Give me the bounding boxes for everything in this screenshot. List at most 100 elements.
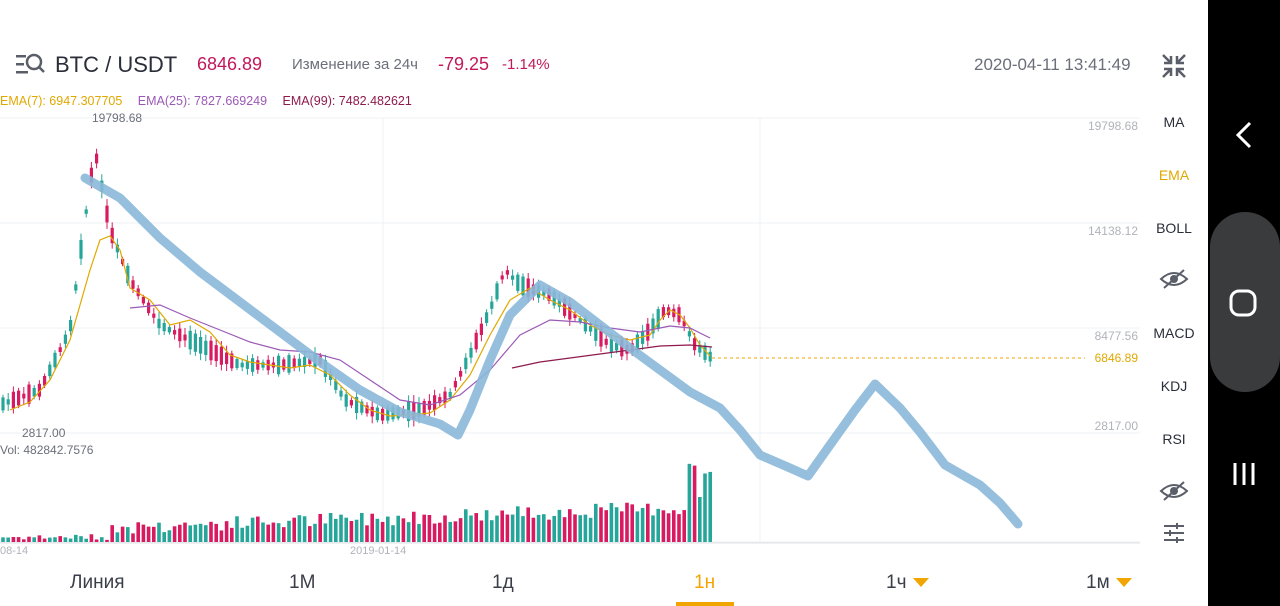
candle-body xyxy=(490,301,494,309)
volume-bar xyxy=(261,522,265,542)
candle-body xyxy=(474,332,478,350)
tab-1month[interactable]: 1М xyxy=(289,572,316,593)
candle-body xyxy=(48,364,52,377)
volume-bar xyxy=(687,463,692,542)
volume-bar xyxy=(380,521,385,542)
volume-bar xyxy=(588,517,593,542)
recents-icon[interactable] xyxy=(1230,460,1258,488)
eye-hidden-icon[interactable] xyxy=(1159,268,1189,290)
active-tab-indicator xyxy=(676,602,734,606)
volume-bar xyxy=(162,532,166,542)
volume-bar xyxy=(677,514,681,542)
candle-body xyxy=(251,358,255,372)
candle-body xyxy=(365,405,369,414)
candle-body xyxy=(438,397,442,404)
volume-bar xyxy=(219,530,224,542)
candle-body xyxy=(417,403,421,417)
candle-body xyxy=(95,153,99,164)
indicator-ema[interactable]: EMA xyxy=(1158,167,1190,183)
y-tick-3: 8477.56 xyxy=(1095,329,1139,343)
candle-body xyxy=(11,391,15,409)
volume-bar xyxy=(344,517,348,542)
candle-body xyxy=(443,391,447,404)
candle-body xyxy=(303,356,307,367)
x-tick-1: 08-14 xyxy=(0,545,28,555)
volume-bar xyxy=(531,517,536,542)
volume-bar xyxy=(510,514,515,542)
candle-body xyxy=(635,334,639,351)
candle-body xyxy=(568,303,572,320)
candle-body xyxy=(58,347,62,352)
tab-1day[interactable]: 1д xyxy=(492,572,514,593)
list-search-icon[interactable] xyxy=(16,52,46,78)
android-nav-pill xyxy=(1210,212,1280,392)
settings-sliders-icon[interactable] xyxy=(1162,522,1186,544)
volume-bar xyxy=(630,504,634,542)
volume-bar xyxy=(32,537,36,542)
volume-bar xyxy=(375,518,380,542)
tab-1minute[interactable]: 1м xyxy=(1086,572,1133,594)
eye-hidden-icon[interactable] xyxy=(1159,480,1189,502)
candle-body xyxy=(84,209,88,214)
high-price-label: 19798.68 xyxy=(92,111,142,125)
hand-drawn-trend-stroke xyxy=(80,173,1023,529)
volume-bar xyxy=(453,521,458,542)
x-tick-2: 2019-01-14 xyxy=(350,545,406,555)
candle-body xyxy=(17,390,21,406)
volume-bar xyxy=(443,515,447,542)
candle-body xyxy=(485,312,489,324)
volume-bar xyxy=(640,508,645,542)
volume-bar xyxy=(53,537,57,542)
candle-body xyxy=(557,298,561,307)
home-icon[interactable] xyxy=(1228,288,1258,318)
candlestick-chart[interactable]: 19798.68 2817.00 19798.68 14138.12 8477.… xyxy=(0,110,1140,555)
pair-title[interactable]: BTC / USDT xyxy=(55,52,178,77)
tab-line[interactable]: Линия xyxy=(70,572,125,593)
volume-bar xyxy=(79,536,83,542)
candle-body xyxy=(526,278,530,297)
volume-bar xyxy=(131,533,135,542)
ema7-value: EMA(7): 6947.307705 xyxy=(0,94,123,108)
candle-body xyxy=(245,361,249,369)
volume-bar xyxy=(526,507,530,542)
volume-bar xyxy=(609,503,614,542)
candle-body xyxy=(651,318,655,334)
indicator-ma[interactable]: MA xyxy=(1163,114,1185,130)
candle-body xyxy=(599,328,603,347)
volume-bar xyxy=(178,524,182,542)
volume-bar xyxy=(188,525,192,542)
tab-1week[interactable]: 1н xyxy=(694,572,716,593)
volume-bar xyxy=(214,523,218,542)
indicator-kdj[interactable]: KDJ xyxy=(1160,378,1188,394)
back-icon[interactable] xyxy=(1232,120,1256,150)
volume-bar xyxy=(599,507,603,542)
tab-1hour[interactable]: 1ч xyxy=(886,572,930,594)
candle-body xyxy=(37,383,41,397)
collapse-arrows-icon[interactable] xyxy=(1160,52,1188,80)
indicator-rsi[interactable]: RSI xyxy=(1162,431,1186,447)
candle-body xyxy=(511,275,515,280)
candle-body xyxy=(589,326,593,332)
candle-body xyxy=(708,351,712,362)
candle-body xyxy=(292,358,296,368)
candle-body xyxy=(79,239,83,259)
volume-bar xyxy=(183,522,187,542)
indicator-boll[interactable]: BOLL xyxy=(1156,220,1192,236)
volume-bar xyxy=(474,513,478,542)
volume-bar xyxy=(22,539,26,542)
volume-bar xyxy=(297,515,302,542)
candle-body xyxy=(698,344,702,353)
ema7-line xyxy=(9,235,711,417)
candle-body xyxy=(63,334,67,344)
volume-bar xyxy=(406,522,411,542)
volume-bar xyxy=(37,535,42,542)
volume-bar xyxy=(157,522,161,542)
volume-bar xyxy=(193,524,198,542)
indicator-macd[interactable]: MACD xyxy=(1153,325,1195,341)
tab-1hour-label: 1ч xyxy=(886,572,907,593)
change-absolute: -79.25 xyxy=(438,54,490,74)
candle-body xyxy=(261,362,265,368)
volume-bar xyxy=(63,537,68,542)
candle-body xyxy=(656,309,660,329)
volume-bar xyxy=(115,532,120,542)
